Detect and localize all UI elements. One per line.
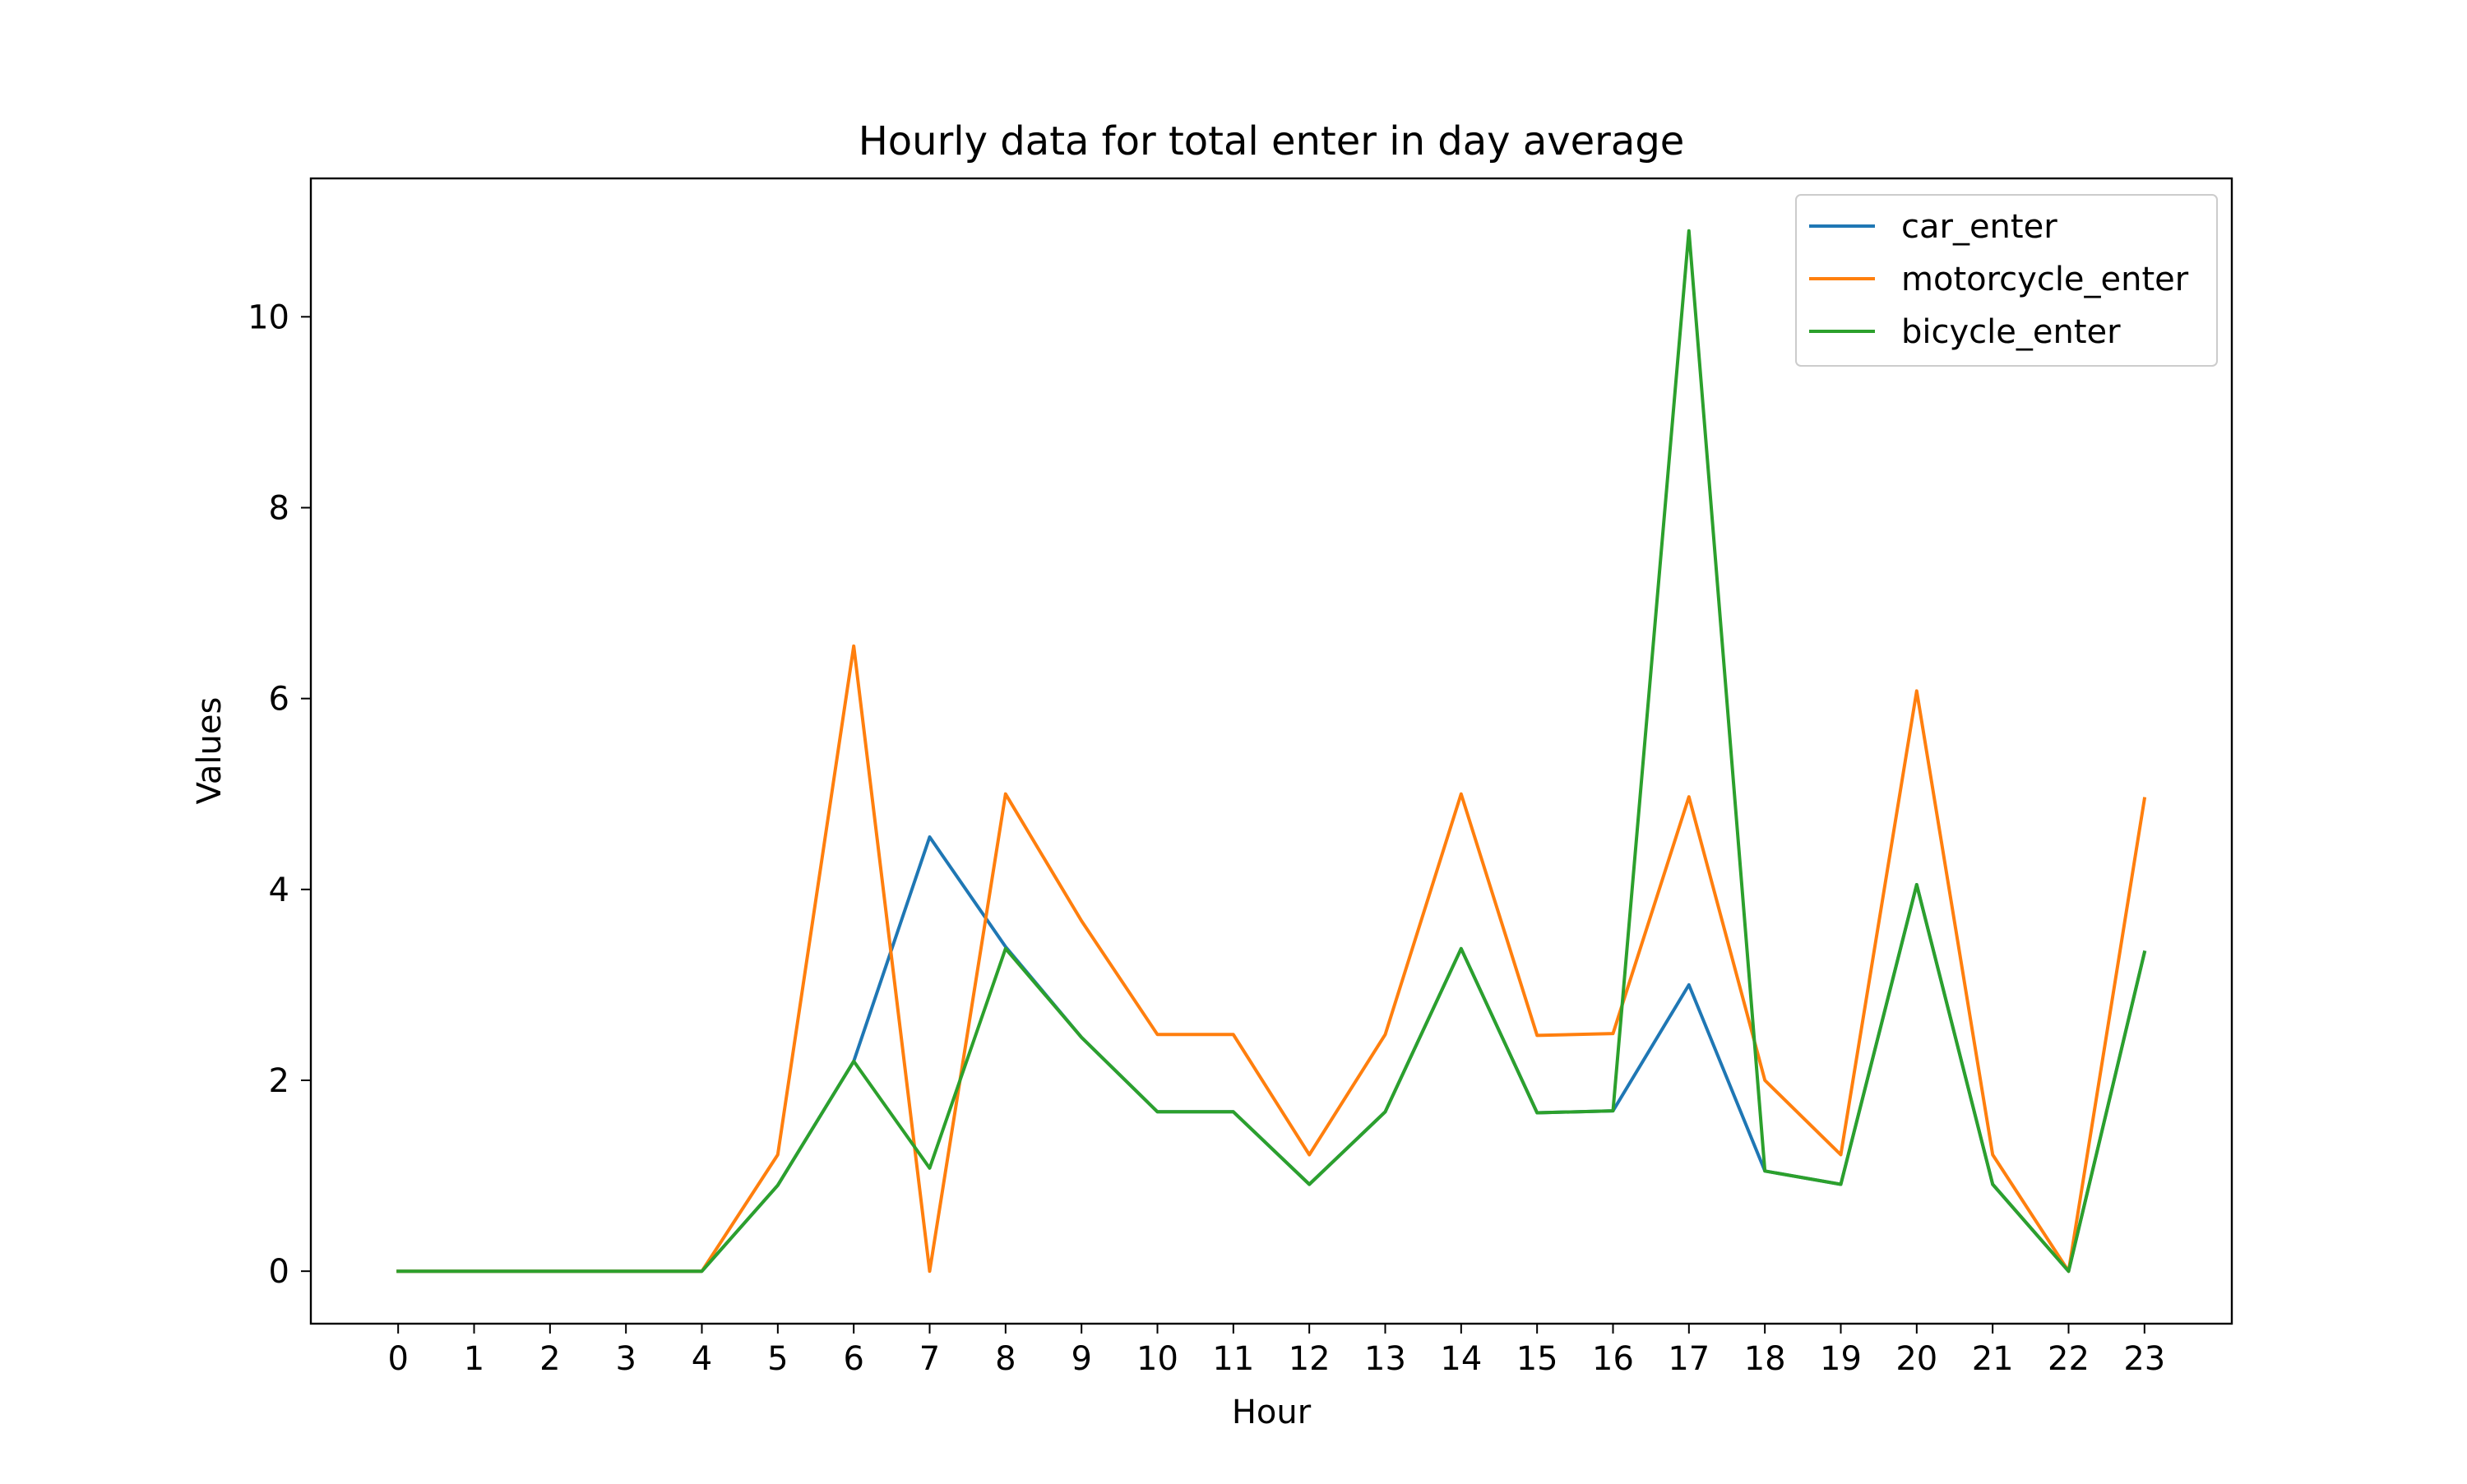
x-tick-label: 6 xyxy=(843,1340,863,1378)
series-line-bicycle_enter xyxy=(396,229,2147,1274)
x-tick-label: 8 xyxy=(995,1340,1016,1378)
y-tick-label: 4 xyxy=(269,871,289,909)
x-tick-label: 14 xyxy=(1440,1340,1482,1378)
plot-frame xyxy=(309,177,2233,1325)
legend-label: motorcycle_enter xyxy=(1901,261,2189,298)
x-tick-label: 15 xyxy=(1516,1340,1558,1378)
x-tick-label: 20 xyxy=(1895,1340,1937,1378)
x-tick-label: 16 xyxy=(1592,1340,1634,1378)
legend: car_enter motorcycle_enter bicycle_enter xyxy=(1795,194,2218,367)
y-axis-label: Values xyxy=(191,697,229,805)
y-tick-label: 0 xyxy=(269,1253,289,1291)
legend-box xyxy=(1795,194,2218,367)
x-tick-label: 0 xyxy=(387,1340,408,1378)
x-tick-label: 17 xyxy=(1668,1340,1710,1378)
x-axis-label: Hour xyxy=(1232,1394,1312,1431)
y-tick-label: 6 xyxy=(269,681,289,719)
y-tick-label: 10 xyxy=(248,298,289,336)
x-tick-label: 12 xyxy=(1289,1340,1331,1378)
x-tick-label: 5 xyxy=(767,1340,788,1378)
x-tick-label: 23 xyxy=(2123,1340,2165,1378)
series-layer xyxy=(396,229,2147,1274)
legend-label: car_enter xyxy=(1901,208,2057,246)
y-tick-label: 8 xyxy=(269,489,289,527)
x-tick-label: 2 xyxy=(539,1340,560,1378)
x-tick-label: 18 xyxy=(1744,1340,1786,1378)
x-tick-label: 13 xyxy=(1364,1340,1406,1378)
x-tick-label: 21 xyxy=(1972,1340,2014,1378)
chart-title: Hourly data for total enter in day avera… xyxy=(859,118,1685,164)
series-line-motorcycle_enter xyxy=(396,644,2147,1274)
x-tick-label: 11 xyxy=(1212,1340,1254,1378)
x-tick-label: 3 xyxy=(615,1340,636,1378)
x-tick-label: 9 xyxy=(1071,1340,1091,1378)
x-axis: 0 1 2 3 4 5 6 7 8 9 10 11 12 13 14 15 16 17 18 19 20 21 22 23 xyxy=(387,1324,2165,1378)
x-tick-label: 22 xyxy=(2048,1340,2090,1378)
legend-label: bicycle_enter xyxy=(1901,313,2121,351)
x-tick-label: 4 xyxy=(692,1340,712,1378)
x-tick-label: 10 xyxy=(1136,1340,1178,1378)
y-axis: 0 2 4 6 8 10 xyxy=(248,298,311,1291)
x-tick-label: 19 xyxy=(1820,1340,1862,1378)
y-tick-label: 2 xyxy=(269,1062,289,1100)
x-tick-label: 7 xyxy=(919,1340,940,1378)
x-tick-label: 1 xyxy=(464,1340,484,1378)
